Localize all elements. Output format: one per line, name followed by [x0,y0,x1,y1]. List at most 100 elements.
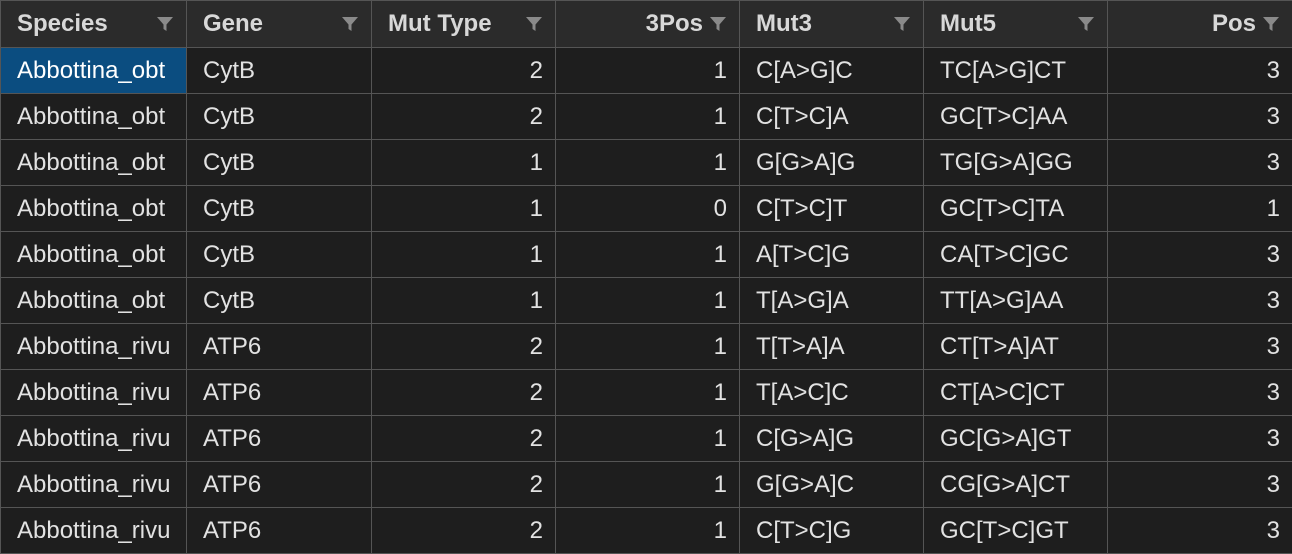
table-cell-pos[interactable]: 3 [1107,507,1292,554]
table-cell-mut3[interactable]: G[G>A]G [739,139,924,186]
table-cell-gene[interactable]: ATP6 [186,461,372,508]
table-cell-species[interactable]: Abbottina_obt [0,277,187,324]
table-cell-pos[interactable]: 3 [1107,231,1292,278]
table-cell-mut5[interactable]: CT[A>C]CT [923,369,1108,416]
table-cell-mut-type[interactable]: 2 [371,323,556,370]
table-cell-mut5[interactable]: GC[T>C]AA [923,93,1108,140]
column-header-mut3[interactable]: Mut3 [739,0,924,48]
column-header-pos[interactable]: Pos [1107,0,1292,48]
column-header-3pos[interactable]: 3Pos [555,0,740,48]
table-cell-mut5[interactable]: GC[T>C]GT [923,507,1108,554]
table-row[interactable]: Abbottina_obt CytB 1 1 A[T>C]G CA[T>C]GC 3 [0,231,1292,278]
table-cell-mut-type[interactable]: 2 [371,93,556,140]
table-cell-mut5[interactable]: CA[T>C]GC [923,231,1108,278]
table-cell-pos[interactable]: 3 [1107,461,1292,508]
table-cell-species[interactable]: Abbottina_rivu [0,461,187,508]
table-row[interactable]: Abbottina_rivu ATP6 2 1 T[T>A]A CT[T>A]AT 3 [0,323,1292,370]
table-cell-species[interactable]: Abbottina_rivu [0,369,187,416]
table-cell-3pos[interactable]: 1 [555,277,740,324]
table-cell-species[interactable]: Abbottina_rivu [0,415,187,462]
filter-icon[interactable] [156,15,174,33]
table-row[interactable]: Abbottina_obt CytB 2 1 C[T>C]A GC[T>C]AA 3 [0,93,1292,140]
table-cell-3pos[interactable]: 1 [555,93,740,140]
table-cell-gene[interactable]: CytB [186,185,372,232]
table-cell-gene[interactable]: CytB [186,139,372,186]
table-row[interactable]: Abbottina_rivu ATP6 2 1 C[G>A]G GC[G>A]GT 3 [0,415,1292,462]
table-cell-3pos[interactable]: 1 [555,231,740,278]
table-row[interactable]: Abbottina_obt CytB 2 1 C[A>G]C TC[A>G]CT 3 [0,47,1292,94]
table-row[interactable]: Abbottina_rivu ATP6 2 1 T[A>C]C CT[A>C]CT 3 [0,369,1292,416]
table-cell-species[interactable]: Abbottina_obt [0,231,187,278]
column-header-mut5[interactable]: Mut5 [923,0,1108,48]
table-cell-3pos[interactable]: 1 [555,139,740,186]
table-cell-mut-type[interactable]: 2 [371,369,556,416]
table-cell-gene[interactable]: ATP6 [186,507,372,554]
table-cell-mut-type[interactable]: 2 [371,461,556,508]
table-cell-mut-type[interactable]: 1 [371,185,556,232]
table-cell-pos[interactable]: 3 [1107,139,1292,186]
table-cell-3pos[interactable]: 1 [555,461,740,508]
table-cell-pos[interactable]: 3 [1107,93,1292,140]
table-row[interactable]: Abbottina_rivu ATP6 2 1 G[G>A]C CG[G>A]CT 3 [0,461,1292,508]
column-header-mut-type[interactable]: Mut Type [371,0,556,48]
table-cell-pos[interactable]: 3 [1107,323,1292,370]
table-cell-mut3[interactable]: C[G>A]G [739,415,924,462]
filter-icon[interactable] [1077,15,1095,33]
table-cell-gene[interactable]: CytB [186,277,372,324]
table-cell-mut5[interactable]: CT[T>A]AT [923,323,1108,370]
table-cell-gene[interactable]: CytB [186,231,372,278]
table-cell-mut3[interactable]: C[T>C]A [739,93,924,140]
table-cell-mut3[interactable]: C[T>C]T [739,185,924,232]
table-cell-3pos[interactable]: 1 [555,47,740,94]
column-header-species[interactable]: Species [0,0,187,48]
table-cell-species[interactable]: Abbottina_rivu [0,323,187,370]
table-cell-gene[interactable]: ATP6 [186,415,372,462]
table-row[interactable]: Abbottina_obt CytB 1 0 C[T>C]T GC[T>C]TA 1 [0,185,1292,232]
filter-icon[interactable] [709,15,727,33]
table-cell-mut-type[interactable]: 2 [371,507,556,554]
table-cell-mut5[interactable]: TC[A>G]CT [923,47,1108,94]
table-cell-mut3[interactable]: C[A>G]C [739,47,924,94]
table-cell-mut5[interactable]: TT[A>G]AA [923,277,1108,324]
table-cell-gene[interactable]: ATP6 [186,323,372,370]
table-cell-mut3[interactable]: T[A>G]A [739,277,924,324]
table-cell-pos[interactable]: 1 [1107,185,1292,232]
table-cell-mut5[interactable]: GC[G>A]GT [923,415,1108,462]
table-cell-mut3[interactable]: G[G>A]C [739,461,924,508]
table-cell-mut-type[interactable]: 1 [371,139,556,186]
table-cell-3pos[interactable]: 0 [555,185,740,232]
table-cell-species[interactable]: Abbottina_obt [0,139,187,186]
table-cell-pos[interactable]: 3 [1107,415,1292,462]
table-cell-3pos[interactable]: 1 [555,415,740,462]
filter-icon[interactable] [893,15,911,33]
column-header-gene[interactable]: Gene [186,0,372,48]
table-cell-pos[interactable]: 3 [1107,369,1292,416]
table-cell-mut5[interactable]: CG[G>A]CT [923,461,1108,508]
table-cell-mut-type[interactable]: 1 [371,277,556,324]
table-cell-species[interactable]: Abbottina_obt [0,47,187,94]
table-row[interactable]: Abbottina_rivu ATP6 2 1 C[T>C]G GC[T>C]GT 3 [0,507,1292,554]
table-cell-gene[interactable]: ATP6 [186,369,372,416]
table-cell-species[interactable]: Abbottina_obt [0,93,187,140]
table-cell-mut3[interactable]: C[T>C]G [739,507,924,554]
filter-icon[interactable] [525,15,543,33]
filter-icon[interactable] [341,15,359,33]
table-cell-pos[interactable]: 3 [1107,47,1292,94]
table-cell-gene[interactable]: CytB [186,93,372,140]
table-cell-gene[interactable]: CytB [186,47,372,94]
table-cell-mut5[interactable]: GC[T>C]TA [923,185,1108,232]
filter-icon[interactable] [1262,15,1280,33]
table-cell-mut3[interactable]: T[A>C]C [739,369,924,416]
table-cell-species[interactable]: Abbottina_rivu [0,507,187,554]
table-cell-mut-type[interactable]: 2 [371,415,556,462]
table-row[interactable]: Abbottina_obt CytB 1 1 T[A>G]A TT[A>G]AA 3 [0,277,1292,324]
table-cell-mut-type[interactable]: 2 [371,47,556,94]
table-cell-3pos[interactable]: 1 [555,369,740,416]
table-cell-mut-type[interactable]: 1 [371,231,556,278]
table-cell-3pos[interactable]: 1 [555,323,740,370]
table-cell-mut3[interactable]: A[T>C]G [739,231,924,278]
table-cell-3pos[interactable]: 1 [555,507,740,554]
table-row[interactable]: Abbottina_obt CytB 1 1 G[G>A]G TG[G>A]GG 3 [0,139,1292,186]
table-cell-pos[interactable]: 3 [1107,277,1292,324]
table-cell-mut5[interactable]: TG[G>A]GG [923,139,1108,186]
